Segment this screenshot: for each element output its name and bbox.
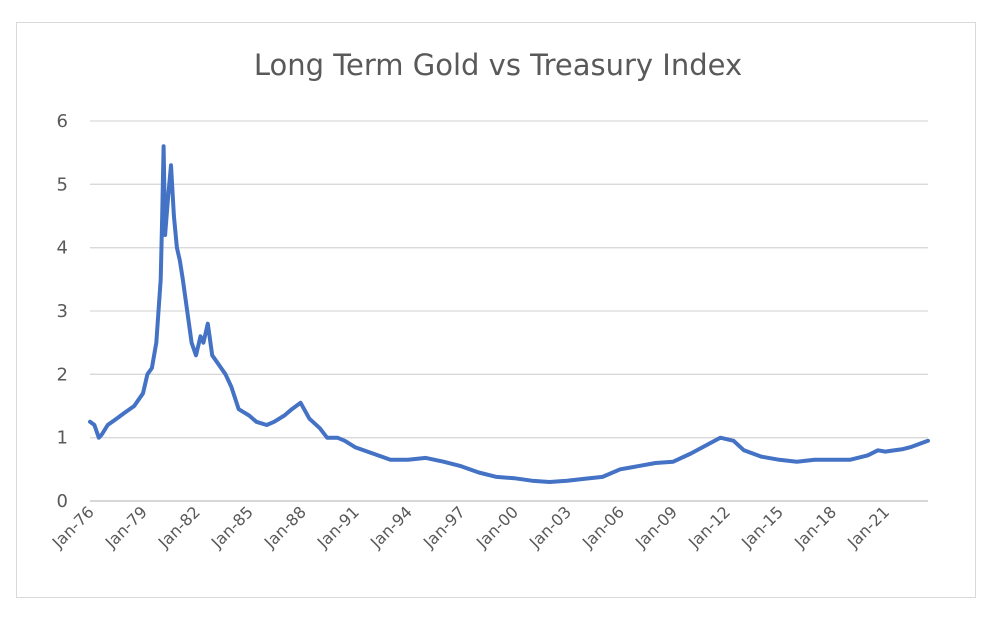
x-tick-label: Jan-09 [631, 502, 681, 552]
chart-title: Long Term Gold vs Treasury Index [253, 48, 743, 82]
x-tick-label: Jan-88 [260, 502, 310, 552]
x-tick-label: Jan-91 [313, 502, 363, 552]
y-tick-label: 3 [57, 301, 68, 322]
y-tick-label: 6 [57, 111, 68, 132]
x-axis-ticks: Jan-76 Jan-79 Jan-82 Jan-85 Jan-88 Jan-91 Jan-… [48, 502, 893, 552]
x-tick-label: Jan-15 [737, 502, 787, 552]
x-tick-label: Jan-94 [366, 502, 416, 552]
y-axis-ticks: 0 1 2 3 4 5 6 [57, 111, 68, 512]
x-tick-label: Jan-21 [843, 502, 893, 552]
y-tick-label: 5 [57, 174, 68, 195]
gridlines [90, 120, 928, 502]
x-tick-label: Jan-00 [472, 502, 522, 552]
series-group [88, 144, 930, 484]
y-tick-label: 1 [57, 428, 68, 449]
series-line [88, 144, 930, 484]
x-tick-label: Jan-79 [101, 502, 151, 552]
y-tick-label: 4 [57, 238, 68, 259]
chart-frame [16, 22, 976, 598]
x-tick-label: Jan-85 [207, 502, 257, 552]
x-tick-label: Jan-76 [48, 502, 98, 552]
x-tick-label: Jan-03 [525, 502, 575, 552]
y-tick-label: 0 [57, 491, 68, 512]
y-tick-label: 2 [57, 364, 68, 385]
x-tick-label: Jan-18 [790, 502, 840, 552]
x-tick-label: Jan-06 [578, 502, 628, 552]
x-tick-label: Jan-12 [684, 502, 734, 552]
x-tick-label: Jan-97 [419, 502, 469, 552]
x-tick-label: Jan-82 [154, 502, 204, 552]
